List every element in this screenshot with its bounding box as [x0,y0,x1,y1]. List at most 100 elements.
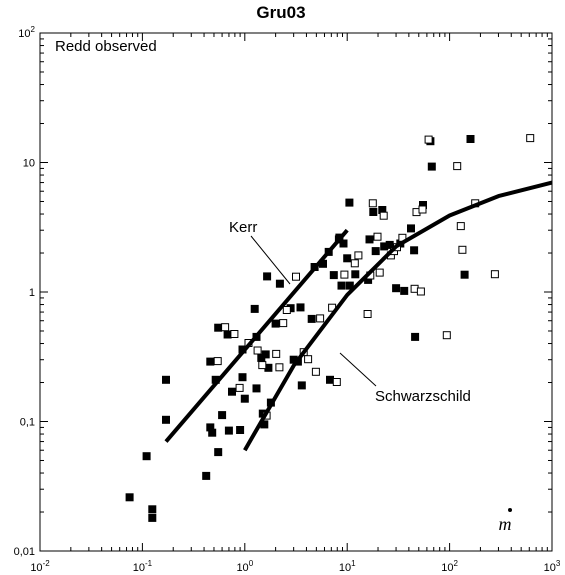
chart-marks [125,134,553,522]
filled-square-point [162,375,170,384]
schwarzschild-curve [243,180,553,452]
filled-square-point [364,275,373,284]
kerr-label: Kerr [229,219,257,236]
open-square-point [453,162,462,171]
filled-square-point [206,423,215,432]
open-square-point [416,287,425,296]
filled-square-point [228,387,236,396]
filled-square-point [208,428,217,437]
open-square-point [354,251,363,260]
filled-square-point [400,286,409,295]
open-square-point [275,363,284,372]
schwarzschild-leader-line [339,352,377,387]
filled-square-point [202,471,211,480]
open-square-point [272,349,281,358]
filled-square-point [275,279,284,288]
filled-square-point [411,332,420,341]
open-square-point [230,330,239,338]
schwarzschild-label: Schwarzschild [375,388,471,405]
xlabel-dot [508,508,512,512]
chart-title: Gru03 [256,3,305,22]
y-tick-label: 10 [23,158,35,170]
x-tick-label: 10-2 [30,559,50,574]
open-square-point [456,222,465,231]
open-square-point [292,272,300,281]
kerr-leader-line [250,235,291,285]
filled-square-point [427,162,436,171]
open-square-point [340,270,349,279]
filled-square-point [223,330,232,339]
filled-square-point [407,224,415,233]
filled-square-point [343,254,352,263]
x-tick-label: 103 [544,559,561,574]
filled-square-point [365,235,374,244]
filled-square-point [307,314,316,323]
y-tick-label: 0,01 [14,546,35,558]
filled-square-point [206,357,215,366]
filled-square-point [250,304,259,313]
x-tick-label: 101 [339,559,356,574]
open-square-point [375,268,384,277]
open-square-point [418,205,427,214]
open-square-point [526,134,535,143]
y-tick-label: 1 [29,287,35,299]
filled-square-point [460,270,469,279]
filled-square-point [319,259,327,268]
filled-square-point [329,271,338,280]
open-square-point [304,355,313,364]
filled-square-point [236,426,245,434]
filled-square-point [297,381,306,390]
y-tick-label: 102 [18,25,35,40]
filled-square-point [337,281,346,290]
kerr-curve [164,228,349,443]
filled-square-point [326,375,334,384]
filled-square-point [339,239,348,248]
filled-square-point [345,281,354,290]
filled-square-point [162,415,170,424]
x-tick-label: 100 [236,559,253,574]
open-square-point [235,383,244,392]
filled-square-point [218,411,227,420]
filled-square-point [125,493,134,502]
open-square-point [311,367,320,376]
open-square-point [221,323,230,332]
open-square-point [253,346,262,355]
open-square-point [442,331,451,340]
open-square-point [279,319,288,328]
filled-square-point [214,448,223,457]
y-tick-label: 0,1 [20,417,35,429]
filled-square-point [410,246,419,255]
filled-square-point [378,206,387,214]
filled-square-point [371,247,380,256]
filled-square-point [289,355,298,364]
open-square-point [363,310,372,318]
open-square-point [424,135,433,144]
open-square-point [316,314,325,323]
filled-square-point [466,135,475,143]
x-tick-label: 102 [441,559,458,574]
open-square-point [379,211,388,220]
filled-square-point [142,452,151,461]
filled-square-point [261,350,270,359]
filled-square-point [252,384,261,393]
open-square-point [490,270,499,279]
x-tick-label: 10-1 [133,559,153,574]
filled-square-point [211,375,220,384]
filled-square-point [380,242,389,251]
filled-square-point [296,303,305,312]
filled-square-point [345,198,354,207]
plot-frame [39,32,553,552]
open-square-point [282,306,291,314]
open-square-point [458,245,467,254]
open-square-point [368,199,377,208]
filled-square-point [392,284,401,293]
filled-square-point [224,426,233,435]
filled-square-point [257,353,266,362]
filled-square-point [419,201,427,209]
filled-square-point [260,420,269,429]
filled-square-point [264,363,273,372]
filled-square-point [148,505,157,514]
open-square-point [332,378,341,386]
open-square-point [213,357,222,366]
